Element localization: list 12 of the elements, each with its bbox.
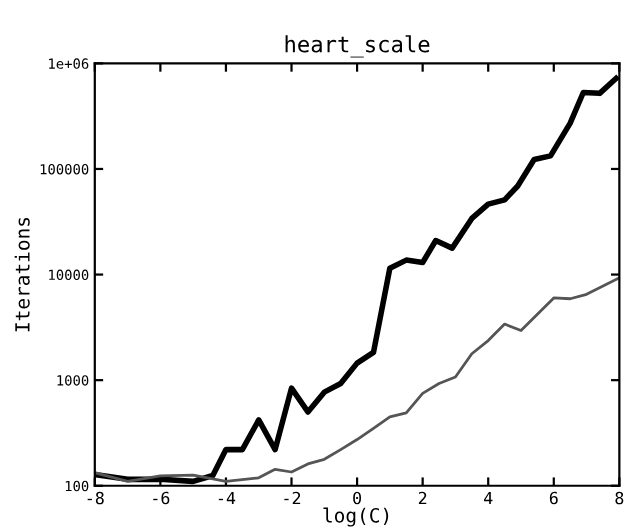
chart-title: heart_scale	[285, 35, 430, 58]
x-tick-label: -8	[87, 491, 104, 505]
x-axis-title: log(C)	[323, 507, 389, 527]
x-tick-label: 2	[418, 491, 427, 505]
x-tick-label: 6	[549, 491, 558, 505]
x-tick-label: -4	[218, 491, 236, 505]
x-tick-label: 0	[353, 491, 362, 505]
y-axis-title: Iterations	[14, 217, 30, 332]
x-tick-label: 4	[484, 491, 493, 505]
x-tick-label: -6	[153, 491, 170, 505]
x-tick-label: 8	[615, 491, 624, 505]
x-tick-label: -2	[284, 491, 301, 505]
